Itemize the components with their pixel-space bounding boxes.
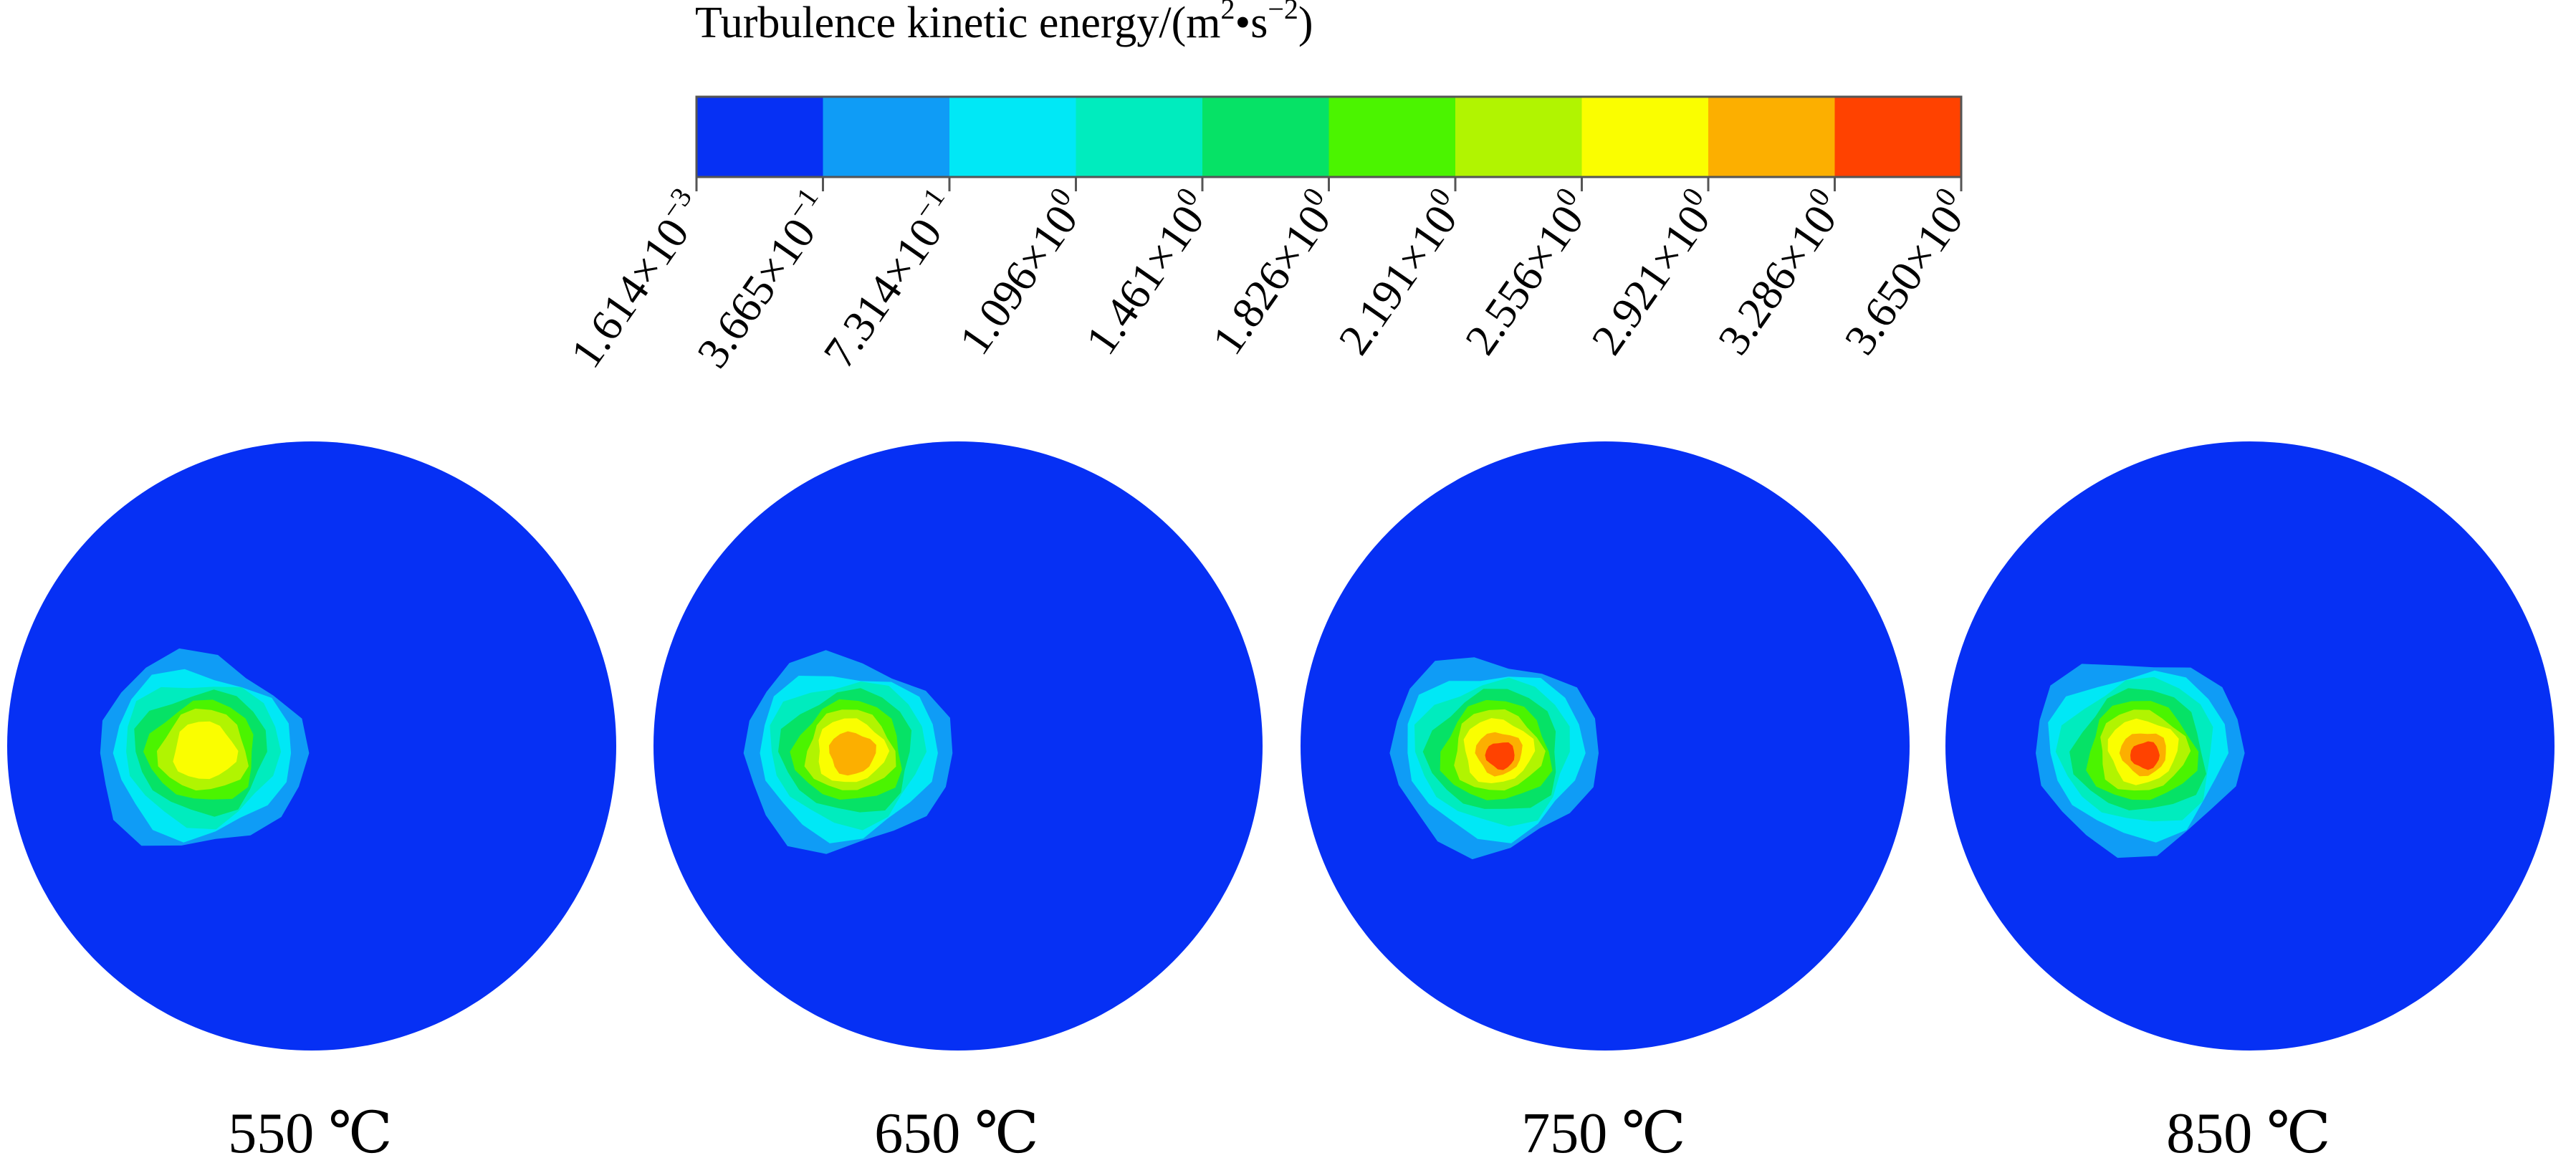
- colorbar-segment-3: [949, 97, 1076, 177]
- contour-panel-4: 850 ℃: [1945, 441, 2555, 1158]
- contour-level-9: [828, 731, 876, 776]
- colorbar-segment-4: [1076, 97, 1203, 177]
- panel-label-2: 650 ℃: [874, 1102, 1039, 1158]
- panel-label-3: 750 ℃: [1521, 1102, 1686, 1158]
- colorbar-segment-1: [696, 97, 823, 177]
- contour-level-8: [173, 721, 239, 780]
- colorbar-ticks: 1.614×10−33.665×10−17.314×10−1 1.096×100 1…: [562, 177, 1981, 377]
- colorbar-tick-label-7: 2.191×100: [1325, 181, 1475, 363]
- colorbar-segments: [695, 95, 1963, 178]
- colorbar-tick-label-6: 1.826×100: [1199, 181, 1349, 363]
- colorbar-tick-label-5: 1.461×100: [1072, 181, 1222, 363]
- colorbar-title: Turbulence kinetic energy/(m2•s−2): [695, 0, 1313, 47]
- colorbar-tick-label-9: 2.921×100: [1578, 181, 1728, 363]
- colorbar-title-superscript-1: 2: [1221, 0, 1235, 25]
- contour-level-10: [2130, 741, 2160, 770]
- colorbar-tick-label-3: 7.314×10−1: [810, 181, 969, 376]
- colorbar-title-superscript-2: −2: [1268, 0, 1298, 25]
- panel-label-4: 850 ℃: [2166, 1102, 2331, 1158]
- colorbar-tick-label-8: 2.556×100: [1452, 181, 1601, 363]
- domain-disc: [7, 441, 616, 1051]
- colorbar: Turbulence kinetic energy/(m2•s−2) 1.614…: [562, 0, 1981, 377]
- domain-disc: [653, 441, 1263, 1051]
- colorbar-segment-8: [1581, 97, 1709, 177]
- contour-panel-1: 550 ℃: [7, 441, 616, 1158]
- colorbar-segment-7: [1455, 97, 1582, 177]
- domain-disc: [1945, 441, 2555, 1051]
- colorbar-segment-6: [1328, 97, 1456, 177]
- colorbar-segment-5: [1202, 97, 1329, 177]
- colorbar-segment-10: [1834, 97, 1962, 177]
- colorbar-segment-9: [1708, 97, 1835, 177]
- colorbar-tick-label-4: 1.096×100: [946, 181, 1096, 363]
- contour-panel-3: 750 ℃: [1301, 441, 1910, 1158]
- contour-panels: 550 ℃ 650 ℃ 750 ℃ 850 ℃: [7, 441, 2555, 1158]
- panel-label-1: 550 ℃: [228, 1102, 393, 1158]
- colorbar-tick-label-11: 3.650×100: [1831, 181, 1981, 363]
- domain-disc: [1301, 441, 1910, 1051]
- colorbar-segment-2: [823, 97, 950, 177]
- contour-level-10: [1485, 742, 1515, 770]
- colorbar-tick-label-10: 3.286×100: [1705, 181, 1854, 363]
- contour-panel-2: 650 ℃: [653, 441, 1263, 1158]
